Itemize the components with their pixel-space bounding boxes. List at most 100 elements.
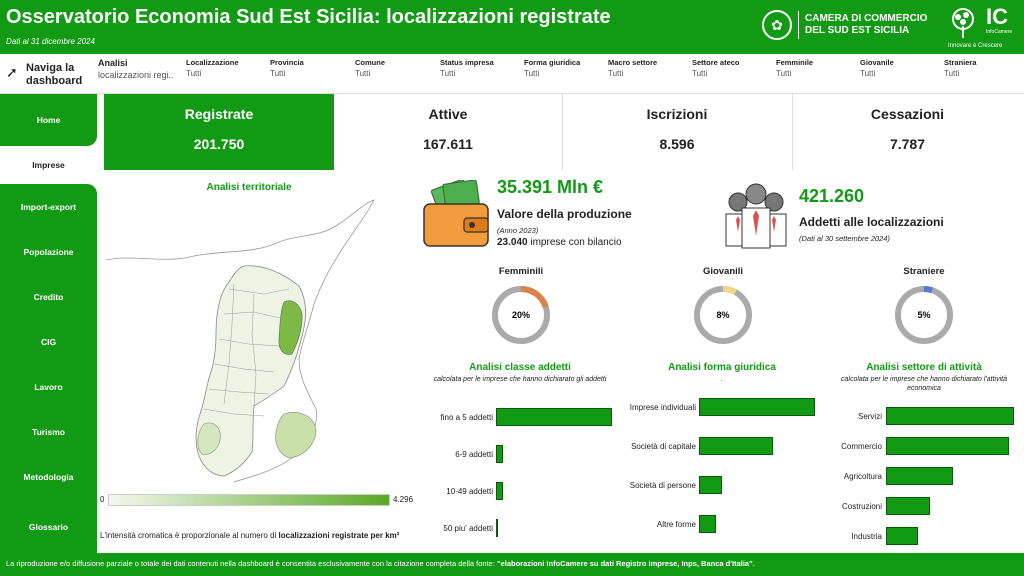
sidebar-item-imprese[interactable]: Imprese (0, 146, 97, 184)
donut-label: Femminili (498, 266, 544, 277)
footer-text: La riproduzione e/o diffusione parziale … (6, 559, 498, 568)
map-region-dense[interactable] (278, 300, 303, 355)
filter-value: Tutti (524, 69, 540, 78)
filter-label: Analisi (98, 58, 128, 68)
donut-arc (492, 286, 550, 344)
filter-settore-ateco[interactable]: Settore ateco Tutti (692, 58, 740, 78)
bar[interactable] (699, 515, 717, 533)
production-label: Valore della produzione (497, 207, 632, 221)
kpi-cessazioni: Cessazioni 7.787 (793, 94, 1022, 170)
map-region-west[interactable] (197, 422, 221, 455)
bar-label: 6-9 addetti (455, 450, 493, 459)
forma-giuridica-subtitle: . (721, 376, 723, 383)
filter-label: Status impresa (440, 58, 494, 67)
filter-straniera[interactable]: Straniera Tutti (944, 58, 977, 78)
sidebar-item-label: Glossario (28, 521, 69, 532)
donut-chart: 20% (492, 286, 550, 344)
kpi-label: Registrate (184, 106, 254, 122)
ic-logo-subtext: InfoCamere (986, 29, 1013, 35)
sidebar-item-label: Imprese (32, 160, 65, 170)
kpi-label: Iscrizioni (646, 106, 708, 122)
sidebar-item-metodologia[interactable]: Metodologia (0, 454, 97, 499)
filter-giovanile[interactable]: Giovanile Tutti (860, 58, 894, 78)
sidebar-item-popolazione[interactable]: Popolazione (0, 229, 97, 274)
donut-arc (895, 286, 953, 344)
donut-value: 8% (716, 310, 729, 320)
filter-label: Settore ateco (692, 58, 740, 67)
filter-label: Localizzazione (186, 58, 239, 67)
sidebar-item-lavoro[interactable]: Lavoro (0, 364, 97, 409)
bar[interactable] (886, 497, 930, 515)
sidebar-item-label: Turismo (32, 426, 65, 437)
bar-label: Industria (851, 532, 882, 541)
sidebar-item-label: Popolazione (23, 246, 74, 257)
bar-label: fino a 5 addetti (440, 413, 493, 422)
filter-label: Giovanile (860, 58, 894, 67)
filter-femminile[interactable]: Femminile Tutti (776, 58, 813, 78)
bar-label: 50 piu' addetti (443, 524, 493, 533)
bar[interactable] (886, 527, 918, 545)
kpi-value: 8.596 (659, 136, 695, 152)
map-region[interactable] (195, 265, 306, 477)
kpi-value: 201.750 (193, 136, 245, 152)
donut-value: 20% (512, 310, 530, 320)
sidebar-item-glossario[interactable]: Glossario (0, 499, 97, 554)
bar[interactable] (496, 408, 612, 426)
filter-provincia[interactable]: Provincia Tutti (270, 58, 304, 78)
bar[interactable] (886, 467, 953, 485)
filter-localizzazione[interactable]: Localizzazione Tutti (186, 58, 239, 78)
data-date: Dati al 31 dicembre 2024 (6, 37, 95, 46)
map-note-prefix: L'intensità cromatica è proporzionale al… (100, 531, 279, 540)
filter-value: Tutti (692, 69, 708, 78)
filter-comune[interactable]: Comune Tutti (355, 58, 385, 78)
bar[interactable] (699, 398, 815, 416)
bar-label: Società di capitale (631, 442, 696, 451)
sidebar-item-label: Import-export (20, 201, 77, 212)
bar[interactable] (699, 437, 774, 455)
sidebar-item-home[interactable]: Home (0, 94, 97, 146)
bar[interactable] (496, 519, 498, 537)
sidebar-item-credito[interactable]: Credito (0, 274, 97, 319)
sidebar-item-import-export[interactable]: Import-export (0, 184, 97, 229)
legend-min: 0 (100, 495, 105, 504)
filter-label: Provincia (270, 58, 304, 67)
sidebar-item-label: Home (36, 115, 61, 125)
bar-label: 10-49 addetti (446, 487, 493, 496)
bar-label: Altre forme (656, 520, 696, 529)
kpi-iscrizioni: Iscrizioni 8.596 (563, 94, 791, 170)
donut-chart: 5% (895, 286, 953, 344)
map-legend-gradient (108, 494, 390, 506)
filter-macro-settore[interactable]: Macro settore Tutti (608, 58, 657, 78)
employees-label: Addetti alle localizzazioni (799, 215, 944, 229)
filter-status-impresa[interactable]: Status impresa Tutti (440, 58, 494, 78)
map-region-south[interactable] (275, 412, 317, 459)
logo-line-1: CAMERA DI COMMERCIO (805, 13, 928, 24)
bar-label: Agricoltura (843, 472, 882, 481)
filter-label: Comune (355, 58, 385, 67)
production-count: 23.040 imprese con bilancio (497, 237, 622, 248)
sidebar-item-turismo[interactable]: Turismo (0, 409, 97, 454)
kpi-value: 167.611 (423, 136, 473, 152)
map-title: Analisi territoriale (206, 182, 292, 193)
sidebar-item-cig[interactable]: CIG (0, 319, 97, 364)
territorial-map[interactable] (104, 194, 404, 484)
sidebar-nav: Home Imprese Import-export Popolazione C… (0, 94, 97, 554)
filter-bar: ➚ Naviga la dashboard Analisi localizzaz… (0, 54, 1024, 94)
bar[interactable] (496, 482, 503, 500)
bar[interactable] (886, 407, 1014, 425)
camera-commercio-emblem-icon: ✿ (762, 10, 792, 40)
donut-chart: 8% (694, 286, 752, 344)
filter-forma-giuridica[interactable]: Forma giuridica Tutti (524, 58, 580, 78)
filter-analisi[interactable]: Analisi localizzazioni regi.. (98, 58, 174, 80)
filter-value: Tutti (355, 69, 371, 78)
settore-title: Analisi settore di attività (866, 362, 982, 373)
camera-commercio-logo-text: CAMERA DI COMMERCIO DEL SUD EST SICILIA (805, 13, 927, 37)
bar[interactable] (886, 437, 1009, 455)
bar[interactable] (496, 445, 503, 463)
bar[interactable] (699, 476, 723, 494)
nav-hint-label: Naviga la dashboard (26, 62, 83, 87)
filter-value: localizzazioni regi.. (98, 70, 174, 80)
donut-straniere: Straniere 5% (869, 266, 979, 346)
nav-hint: ➚ Naviga la dashboard (4, 60, 94, 88)
donut-value: 5% (917, 310, 930, 320)
